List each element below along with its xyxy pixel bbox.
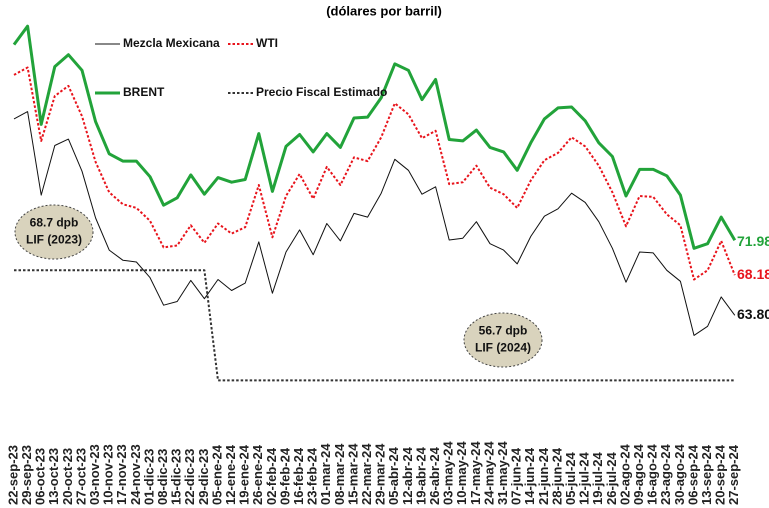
x-tick-label: 15-dic-23 <box>169 449 184 505</box>
x-tick-label: 27-oct-23 <box>73 448 88 505</box>
x-tick-label: 31-may-24 <box>495 441 510 505</box>
x-tick-label: 13-sep-24 <box>699 444 714 505</box>
x-tick-label: 12-abr-24 <box>400 446 415 505</box>
x-tick-label: 27-sep-24 <box>726 444 741 505</box>
x-tick-label: 08-dic-23 <box>155 449 170 505</box>
x-tick-label: 13-oct-23 <box>46 448 61 505</box>
x-tick-label: 12-ene-24 <box>223 444 238 505</box>
end-value-label: 68.18 <box>737 266 769 282</box>
x-tick-label: 03-may-24 <box>441 441 456 505</box>
series-line <box>13 111 736 336</box>
series-line <box>12 24 737 250</box>
annotation-text: LIF (2024) <box>475 341 531 355</box>
x-tick-label: 05-abr-24 <box>386 446 401 505</box>
x-tick-label: 16-feb-24 <box>291 447 306 505</box>
x-tick-label: 05-ene-24 <box>209 444 224 505</box>
x-tick-label: 02-ago-24 <box>617 444 632 505</box>
x-tick-label: 21-jun-24 <box>536 447 551 505</box>
series-line <box>13 66 736 281</box>
x-tick-label: 01-mar-24 <box>318 443 333 505</box>
end-value-label: 63.80 <box>737 306 769 322</box>
x-tick-label: 26-abr-24 <box>427 446 442 505</box>
x-tick-label: 29-sep-23 <box>19 445 34 505</box>
x-tick-label: 12-jul-24 <box>577 451 592 505</box>
x-tick-label: 23-feb-24 <box>305 447 320 505</box>
annotation-bubble <box>14 204 94 260</box>
x-tick-label: 22-sep-23 <box>5 445 20 505</box>
x-tick-label: 28-jun-24 <box>549 447 564 505</box>
legend-label: Mezcla Mexicana <box>123 36 220 50</box>
x-tick-label: 08-mar-24 <box>332 443 347 505</box>
x-tick-label: 07-jun-24 <box>509 447 524 505</box>
x-tick-label: 19-jul-24 <box>590 451 605 505</box>
annotation-bubble <box>463 312 543 368</box>
x-tick-label: 19-ene-24 <box>237 444 252 505</box>
x-tick-label: 16-ago-24 <box>645 444 660 505</box>
annotation-text: LIF (2023) <box>26 233 82 247</box>
series-line <box>14 269 735 382</box>
x-tick-label: 26-jul-24 <box>604 451 619 505</box>
x-tick-label: 10-nov-23 <box>101 444 116 505</box>
x-tick-label: 06-oct-23 <box>33 448 48 505</box>
x-tick-label: 09-feb-24 <box>277 447 292 505</box>
x-tick-label: 26-ene-24 <box>250 444 265 505</box>
x-tick-label: 29-dic-23 <box>196 449 211 505</box>
x-tick-label: 22-mar-24 <box>359 443 374 505</box>
x-tick-label: 15-mar-24 <box>345 443 360 505</box>
x-tick-label: 24-nov-23 <box>128 444 143 505</box>
x-tick-label: 29-mar-24 <box>373 443 388 505</box>
annotation-text: 68.7 dpb <box>30 216 79 230</box>
x-tick-label: 30-ago-24 <box>672 444 687 505</box>
x-tick-label: 23-ago-24 <box>658 444 673 505</box>
x-tick-label: 17-nov-23 <box>114 444 129 505</box>
x-tick-label: 20-oct-23 <box>60 448 75 505</box>
x-tick-label: 14-jun-24 <box>522 447 537 505</box>
end-value-label: 71.98 <box>737 233 769 249</box>
annotation-text: 56.7 dpb <box>479 324 528 338</box>
x-tick-label: 19-abr-24 <box>413 446 428 505</box>
chart-subtitle: (dólares por barril) <box>326 3 442 18</box>
x-tick-label: 20-sep-24 <box>713 444 728 505</box>
x-tick-label: 03-nov-23 <box>87 444 102 505</box>
legend-label: Precio Fiscal Estimado <box>256 85 387 99</box>
x-tick-label: 24-may-24 <box>481 441 496 505</box>
x-tick-label: 22-dic-23 <box>182 449 197 505</box>
x-tick-label: 09-ago-24 <box>631 444 646 505</box>
x-tick-label: 10-may-24 <box>454 441 469 505</box>
x-tick-label: 17-may-24 <box>468 441 483 505</box>
x-tick-label: 01-dic-23 <box>141 449 156 505</box>
x-tick-label: 06-sep-24 <box>685 444 700 505</box>
x-tick-label: 02-feb-24 <box>264 447 279 505</box>
legend-label: WTI <box>256 36 278 50</box>
legend-label: BRENT <box>123 85 165 99</box>
x-tick-label: 05-jul-24 <box>563 451 578 505</box>
